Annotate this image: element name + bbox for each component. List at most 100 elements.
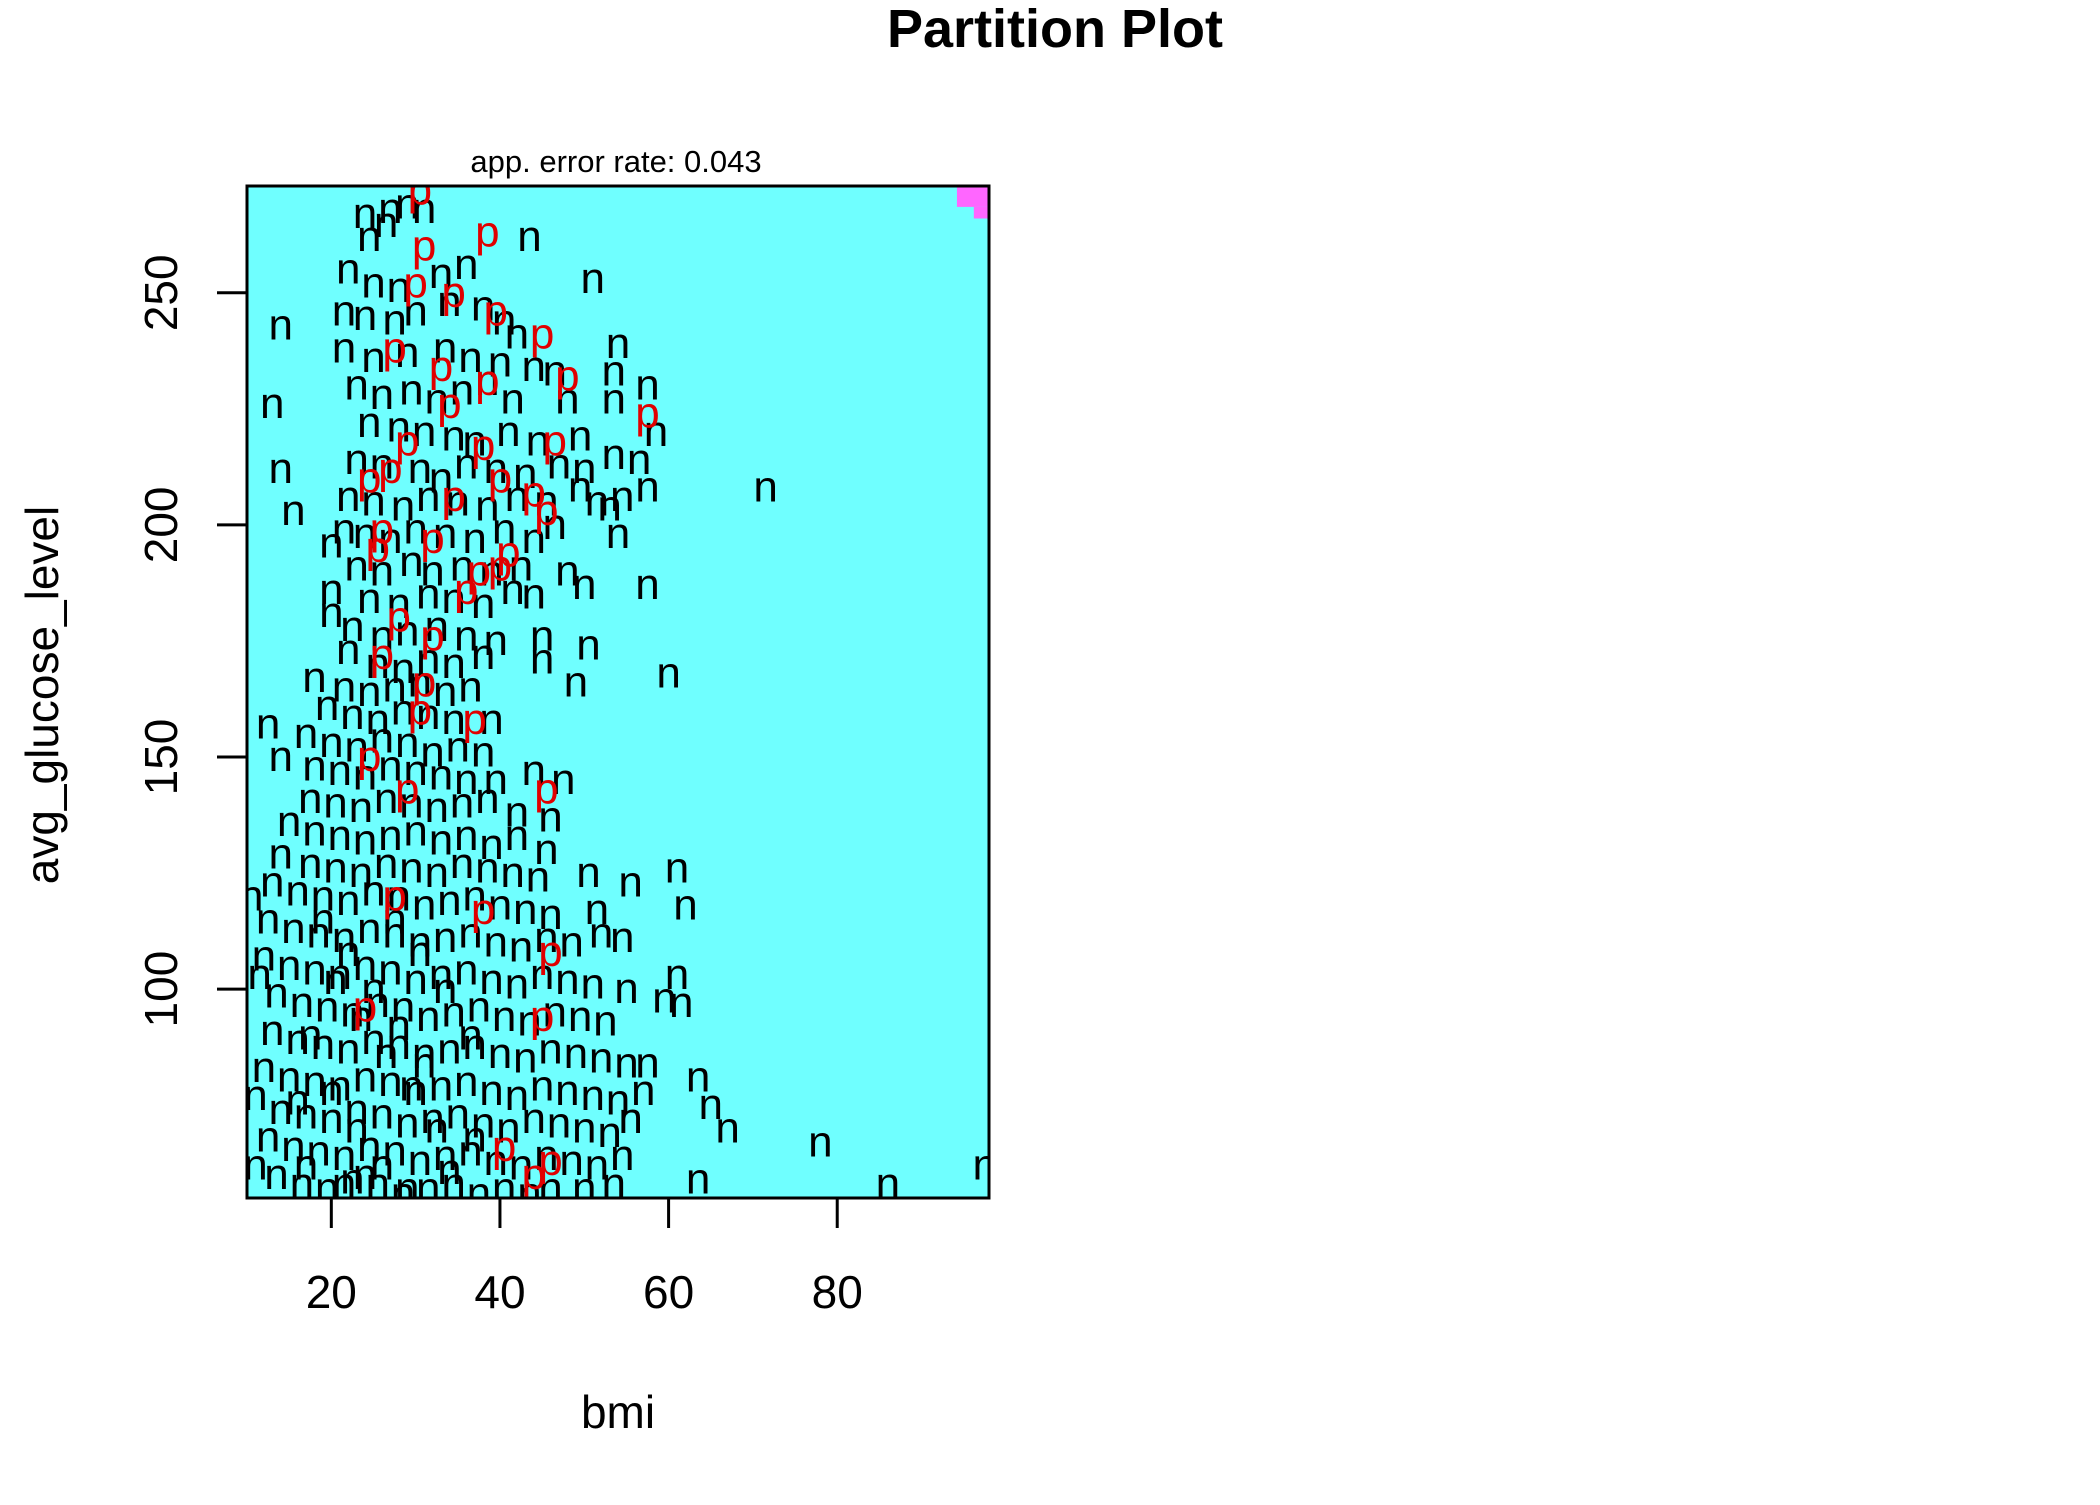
point-n: n — [387, 402, 411, 451]
point-n: n — [618, 1094, 642, 1143]
point-n: n — [361, 477, 385, 526]
point-n: n — [450, 778, 474, 827]
point-n: n — [332, 913, 356, 962]
point-p: p — [483, 286, 507, 335]
point-n: n — [247, 950, 271, 999]
point-n: n — [391, 983, 415, 1032]
point-p: p — [538, 927, 562, 976]
point-n: n — [382, 1127, 406, 1176]
point-n: n — [357, 574, 381, 623]
point-n: n — [635, 1038, 659, 1087]
point-n: n — [467, 1168, 491, 1217]
point-n: n — [602, 347, 626, 396]
point-n: n — [349, 783, 373, 832]
point-n: n — [395, 1164, 419, 1213]
point-n: n — [260, 1006, 284, 1055]
point-n: n — [361, 1015, 385, 1064]
point-n: n — [627, 435, 651, 484]
point-n: n — [370, 1141, 394, 1190]
point-n: n — [403, 286, 427, 335]
point-n: n — [357, 398, 381, 447]
point-n: n — [420, 546, 444, 595]
point-p: p — [370, 505, 394, 554]
point-n: n — [344, 435, 368, 484]
point-n: n — [344, 723, 368, 772]
point-n: n — [370, 1089, 394, 1138]
point-n: n — [336, 245, 360, 294]
point-n: n — [268, 300, 292, 349]
point-n: n — [365, 639, 389, 688]
point-n: n — [328, 950, 352, 999]
point-n: n — [374, 1029, 398, 1078]
point-n: n — [513, 449, 537, 498]
point-n: n — [454, 1057, 478, 1106]
point-n: n — [530, 950, 554, 999]
x-axis: 20 40 60 80 — [306, 1196, 863, 1318]
point-n: n — [488, 881, 512, 930]
point-n: n — [361, 333, 385, 382]
point-n: n — [496, 407, 520, 456]
point-n: n — [281, 904, 305, 953]
point-n: n — [462, 1020, 486, 1069]
point-n: n — [555, 1066, 579, 1115]
point-n: n — [268, 732, 292, 781]
point-n: n — [564, 658, 588, 707]
point-n: n — [572, 1164, 596, 1213]
point-n: n — [260, 379, 284, 428]
point-n: n — [424, 375, 448, 424]
point-n: n — [361, 258, 385, 307]
point-n: n — [665, 950, 689, 999]
point-n: n — [353, 509, 377, 558]
point-n: n — [332, 1159, 356, 1208]
point-n: n — [559, 1136, 583, 1185]
point-n: n — [555, 375, 579, 424]
point-n: n — [483, 918, 507, 967]
point-n: n — [378, 514, 402, 563]
point-n: n — [311, 894, 335, 943]
point-n: n — [665, 843, 689, 892]
point-n: n — [399, 1062, 423, 1111]
point-n: n — [589, 908, 613, 957]
point-n: n — [281, 486, 305, 535]
point-n: n — [264, 1150, 288, 1199]
point-n: n — [500, 375, 524, 424]
point-n: n — [387, 263, 411, 312]
point-p: p — [635, 388, 659, 437]
point-n: n — [298, 774, 322, 823]
point-n: n — [458, 1127, 482, 1176]
point-n: n — [446, 1089, 470, 1138]
point-n: n — [382, 908, 406, 957]
point-n: n — [496, 1103, 520, 1152]
point-n: n — [302, 653, 326, 702]
point-n: n — [302, 946, 326, 995]
point-n: n — [686, 1052, 710, 1101]
point-p: p — [395, 764, 419, 813]
point-n: n — [298, 1011, 322, 1060]
point-n: n — [416, 690, 440, 739]
point-n: n — [454, 946, 478, 995]
point-n: n — [585, 477, 609, 526]
point-n: n — [458, 908, 482, 957]
point-n: n — [412, 881, 436, 930]
point-n: n — [416, 635, 440, 684]
point-n: n — [610, 913, 634, 962]
point-p: p — [420, 514, 444, 563]
point-n: n — [437, 876, 461, 925]
point-n: n — [471, 1099, 495, 1148]
point-n: n — [441, 987, 465, 1036]
point-n: n — [458, 662, 482, 711]
point-n: n — [610, 1131, 634, 1180]
point-p: p — [387, 593, 411, 642]
point-n: n — [412, 407, 436, 456]
point-p: p — [403, 258, 427, 307]
point-n: n — [349, 848, 373, 897]
point-n: n — [416, 1164, 440, 1213]
point-n: n — [437, 1145, 461, 1194]
point-n: n — [589, 1034, 613, 1083]
point-p: p — [357, 453, 381, 502]
point-n: n — [530, 635, 554, 684]
point-n: n — [602, 375, 626, 424]
point-n: n — [395, 607, 419, 656]
point-p: p — [370, 630, 394, 679]
